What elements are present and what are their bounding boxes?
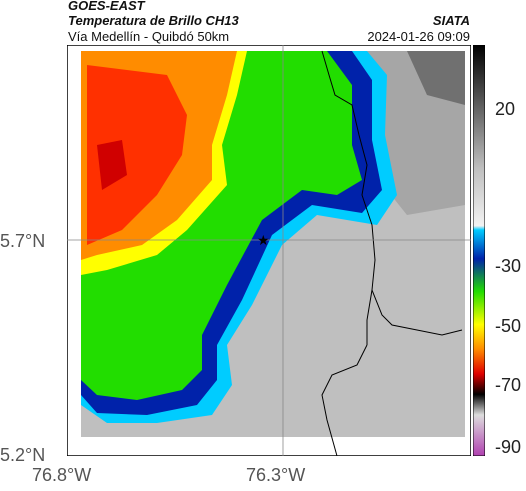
lat-tick-1: 5.7°N [0,231,46,251]
lat-tick-2: 5.2°N [0,445,46,465]
border-line-3 [366,289,373,345]
clear-sky-dark-corner [407,51,465,105]
colorbar-tick-m90: -90 [495,437,522,457]
colorbar-tick-20: 20 [495,99,516,119]
satellite-title: GOES-EAST [68,0,145,13]
colorbar-tick-m70: -70 [495,375,522,395]
brightness-temperature-map: ★ [67,45,471,456]
lon-tick-2: 76.3°W [246,465,306,485]
lon-tick-1: 76.8°W [32,465,92,485]
route-subtitle: Vía Medellín - Quibdó 50km [68,29,230,44]
colorbar-tick-m30: -30 [495,256,522,276]
border-line [321,50,463,336]
location-star-icon: ★ [257,233,270,249]
timestamp-label: 2024-01-26 09:09 [367,29,470,44]
border-line-2 [321,344,368,456]
colorbar-fill [473,45,485,456]
org-label: SIATA [432,13,470,28]
cloud-red [87,65,187,245]
colorbar-tick-m50: -50 [495,316,522,336]
colorbar [473,45,485,456]
cloud-dark-red [97,140,127,190]
product-title: Temperatura de Brillo CH13 [68,13,239,28]
